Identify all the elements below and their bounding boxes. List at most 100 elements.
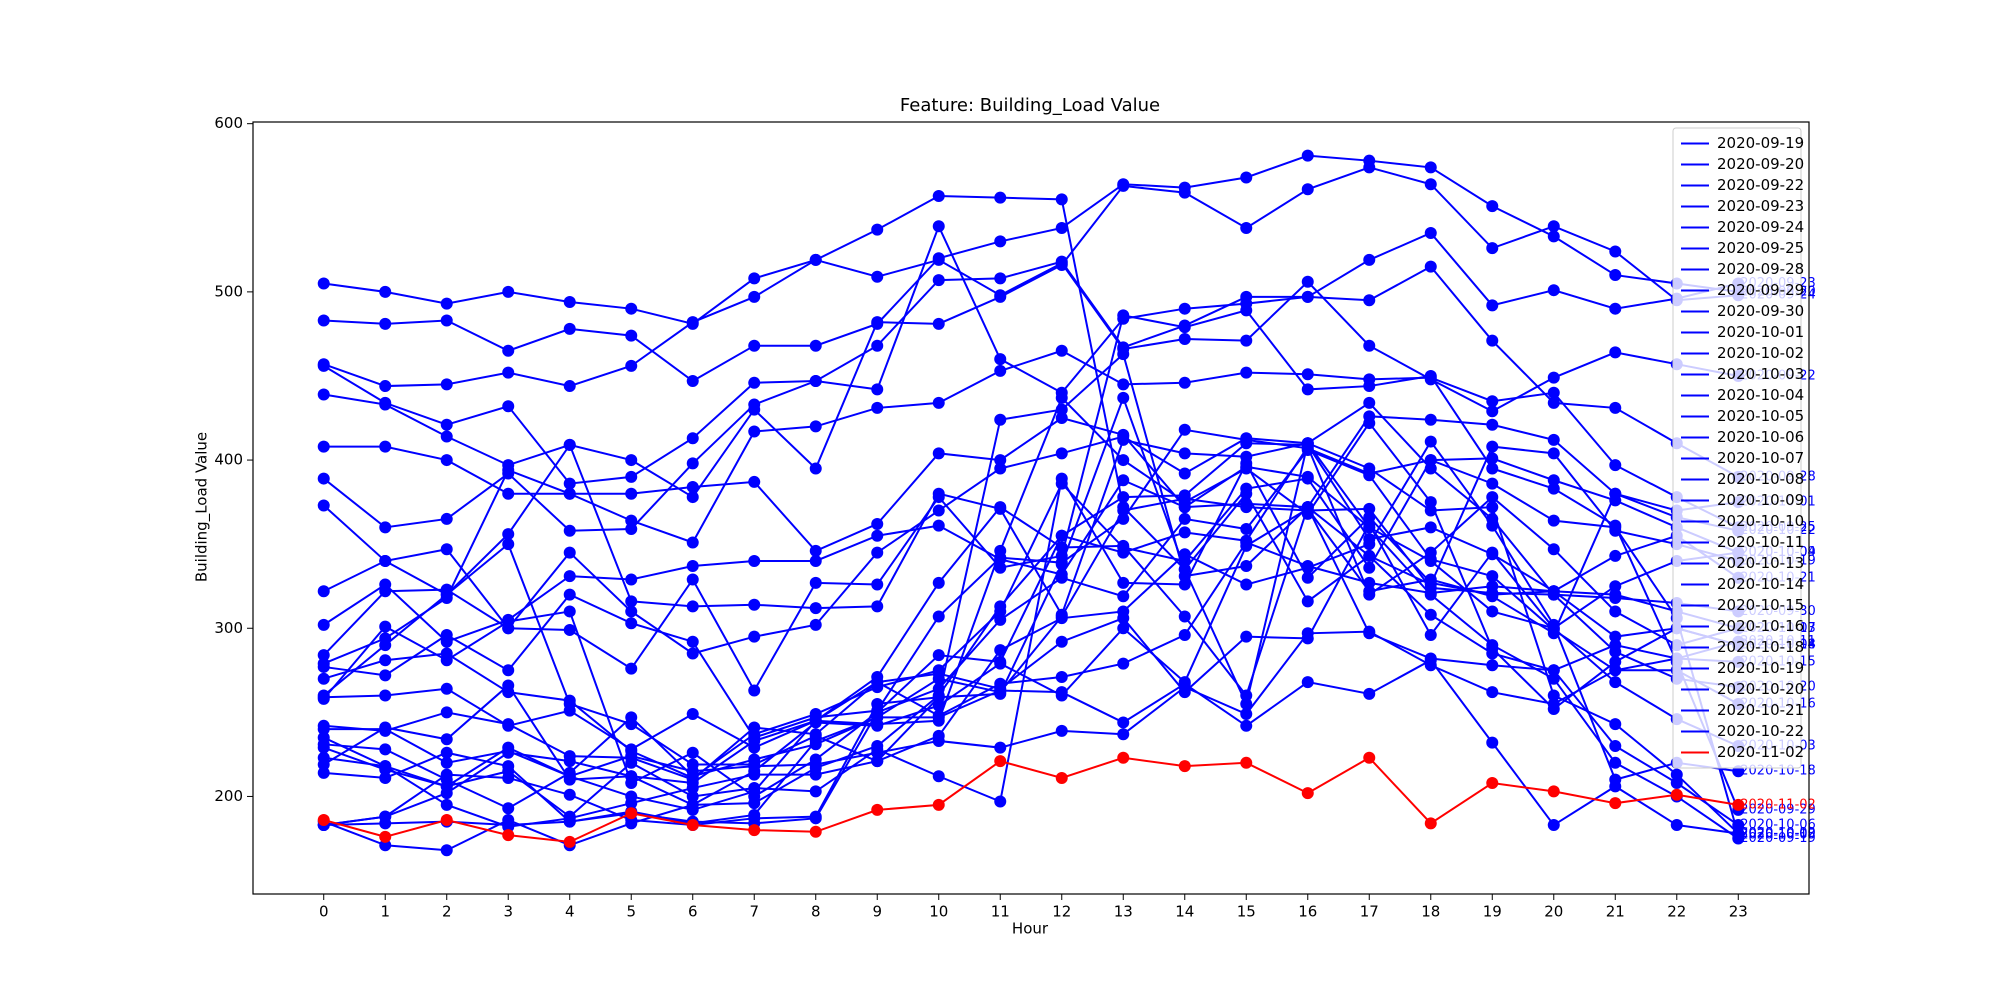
data-point [440, 780, 453, 793]
data-point [625, 595, 638, 608]
series-line [323, 428, 1739, 739]
data-point [1240, 756, 1253, 769]
data-point [809, 768, 822, 781]
data-point [1609, 797, 1622, 810]
data-point [1609, 401, 1622, 414]
data-point [1178, 610, 1191, 623]
data-point [871, 697, 884, 710]
series-line [323, 444, 1739, 852]
data-point [1424, 178, 1437, 191]
y-tick-label: 400 [214, 451, 243, 469]
legend-label: 2020-10-18 [1717, 638, 1804, 656]
legend-label: 2020-10-05 [1717, 407, 1804, 425]
data-point [871, 529, 884, 542]
series-line [323, 492, 1739, 806]
data-point [686, 746, 699, 759]
data-point [686, 647, 699, 660]
data-point [1424, 260, 1437, 273]
legend-label: 2020-09-24 [1717, 218, 1804, 236]
data-point [1301, 627, 1314, 640]
data-point [1547, 284, 1560, 297]
data-point [994, 741, 1007, 754]
data-point [440, 682, 453, 695]
data-point [1363, 253, 1376, 266]
legend: 2020-09-19 2020-09-20 2020-09-22 2020-09-23… [1672, 127, 1804, 769]
data-point [1547, 819, 1560, 832]
data-point [1178, 578, 1191, 591]
data-point [563, 487, 576, 500]
end-label: 2020-09-19 [1740, 831, 1816, 846]
data-point [317, 440, 330, 453]
data-point [625, 302, 638, 315]
data-point [1486, 605, 1499, 618]
data-point [1486, 546, 1499, 559]
data-point [563, 810, 576, 823]
data-point [1363, 294, 1376, 307]
y-tick-label: 600 [214, 114, 243, 132]
x-tick-label: 8 [811, 903, 821, 921]
x-tick-label: 10 [929, 903, 948, 921]
data-point [625, 470, 638, 483]
data-point [1424, 521, 1437, 534]
data-point [1547, 514, 1560, 527]
data-point [1609, 630, 1622, 643]
legend-label: 2020-10-21 [1717, 701, 1804, 719]
data-point [1178, 423, 1191, 436]
data-point [317, 585, 330, 598]
data-point [994, 600, 1007, 613]
data-point [379, 689, 392, 702]
data-point [994, 272, 1007, 285]
data-point [932, 672, 945, 685]
data-point [1055, 671, 1068, 684]
legend-label: 2020-10-03 [1717, 365, 1804, 383]
data-point [1117, 378, 1130, 391]
data-point [317, 499, 330, 512]
data-point [809, 785, 822, 798]
data-point [1670, 768, 1683, 781]
data-point [748, 782, 761, 795]
data-point [809, 339, 822, 352]
data-point [1055, 771, 1068, 784]
data-point [440, 768, 453, 781]
data-point [686, 600, 699, 613]
data-point [871, 711, 884, 724]
data-point [994, 191, 1007, 204]
legend-label: 2020-09-23 [1717, 197, 1804, 215]
data-point [1117, 751, 1130, 764]
data-point [1732, 798, 1745, 811]
data-point [1055, 447, 1068, 460]
data-point [1486, 776, 1499, 789]
end-label: 2020-09-29 [1740, 802, 1816, 817]
data-point [1117, 428, 1130, 441]
series-line [323, 415, 1739, 643]
data-point [1363, 751, 1376, 764]
data-point [1486, 334, 1499, 347]
data-point [563, 588, 576, 601]
data-point [1424, 227, 1437, 240]
data-point [1609, 655, 1622, 668]
data-point [440, 628, 453, 641]
data-point [317, 660, 330, 673]
data-point [1547, 543, 1560, 556]
data-point [1301, 502, 1314, 515]
data-point [502, 366, 515, 379]
series-line [323, 401, 1739, 618]
data-point [1547, 689, 1560, 702]
data-point [686, 708, 699, 721]
series-line [323, 458, 1740, 836]
data-point [1240, 221, 1253, 234]
x-tick-label: 0 [319, 903, 329, 921]
data-point [1301, 595, 1314, 608]
series-line [323, 394, 1739, 827]
data-point [440, 454, 453, 467]
data-point [932, 729, 945, 742]
data-point [563, 438, 576, 451]
data-point [502, 538, 515, 551]
data-point [1055, 472, 1068, 485]
x-tick-label: 1 [380, 903, 390, 921]
data-point [1240, 697, 1253, 710]
data-point [317, 741, 330, 754]
data-point [809, 462, 822, 475]
